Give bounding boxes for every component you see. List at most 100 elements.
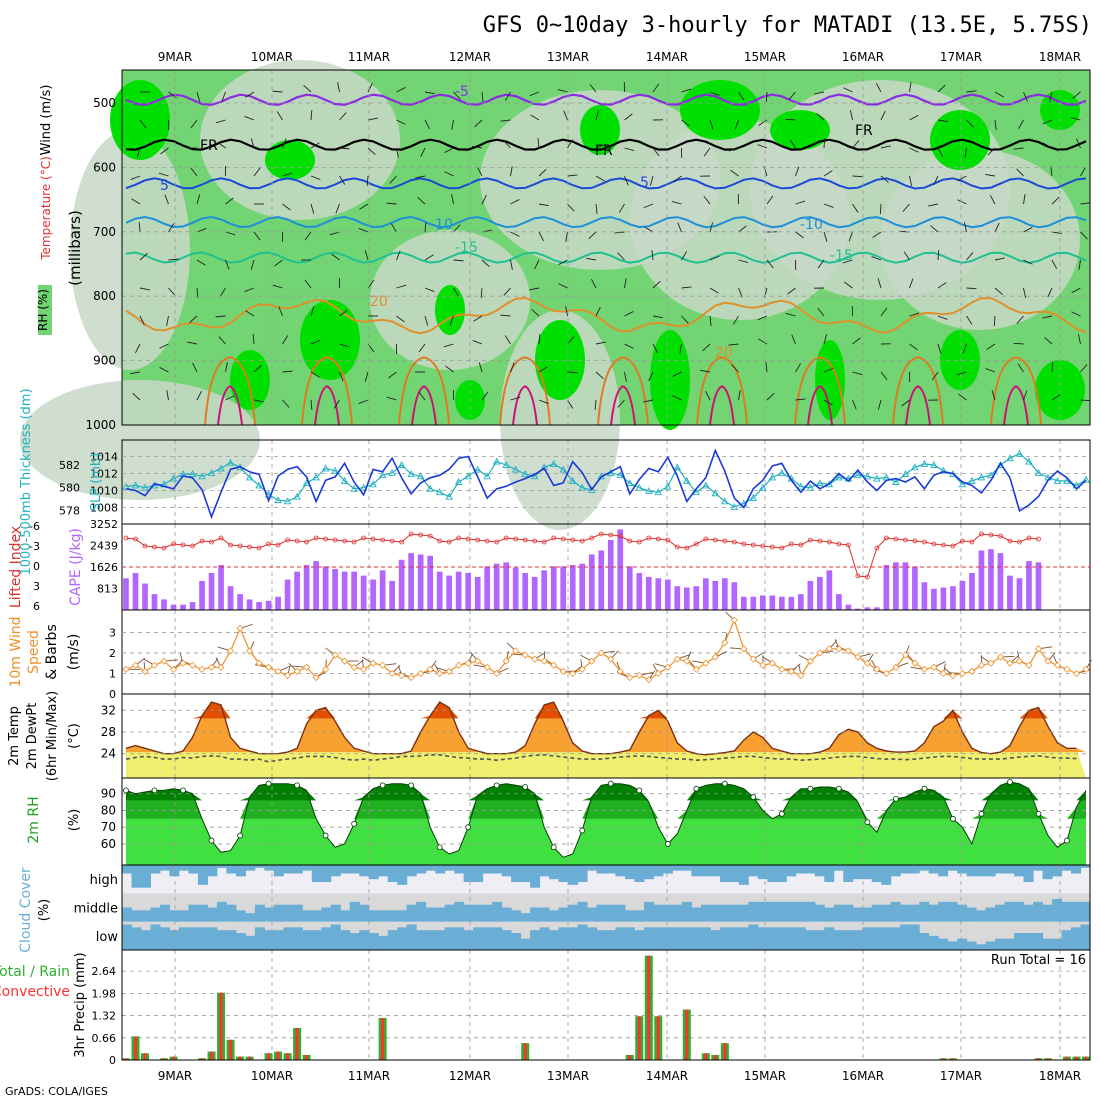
cloud-high-cell <box>615 865 626 877</box>
wind-barb <box>473 315 483 322</box>
cloud-middle-cell <box>928 904 939 922</box>
cape-bar <box>142 583 148 610</box>
thickness-point <box>549 459 558 467</box>
rh-axis-label-unit: (%) <box>67 809 82 832</box>
cloud-low-cell <box>425 930 436 950</box>
cloud-low-cell <box>757 927 768 950</box>
wind-barb <box>329 231 340 236</box>
li-point <box>836 541 842 547</box>
wind-barb <box>339 112 347 121</box>
wind-barb <box>991 390 996 401</box>
cloud-low-cell <box>501 930 512 950</box>
li-point <box>646 535 652 541</box>
wind-barb <box>333 399 340 409</box>
cloud-low-cell <box>321 927 332 950</box>
wind-barb <box>367 117 378 121</box>
thickness-point <box>359 483 368 491</box>
thickness-tick-label: 578 <box>59 504 80 517</box>
thickness-point <box>464 472 472 480</box>
cloud-middle-cell <box>539 907 550 922</box>
rh-legend-label: RH (%) <box>36 289 50 331</box>
wind-barb <box>386 202 397 205</box>
bottom-date-label: 14MAR <box>646 1069 688 1083</box>
cloud-middle-cell <box>900 904 911 922</box>
top-date-label: 17MAR <box>940 50 982 64</box>
wind-barb <box>310 109 313 121</box>
li-point <box>931 541 937 547</box>
wind-barb <box>595 306 601 317</box>
wind-speed-point <box>835 645 843 653</box>
wind-barb <box>652 315 663 319</box>
cape-bar <box>579 563 586 610</box>
pressure-tick-label: 700 <box>93 225 116 239</box>
temp-lobe <box>892 356 944 426</box>
wind-barb <box>757 144 768 149</box>
wind-barb <box>644 226 654 233</box>
cloud-high-cell <box>321 865 332 882</box>
li-point <box>798 542 804 548</box>
cape-bar <box>636 572 643 610</box>
wind-barb <box>795 363 802 373</box>
cloud-low-cell <box>700 927 711 950</box>
cloud-middle-cell <box>710 904 721 922</box>
cloud-middle-cell <box>966 907 977 922</box>
wind-speed-point <box>1034 645 1043 653</box>
cloud-high-cell <box>131 865 142 888</box>
cloud-low-cell <box>397 927 408 950</box>
wind-speed-point <box>664 663 672 671</box>
cloud-middle-cell <box>606 904 616 922</box>
cloud-middle-cell <box>681 901 692 922</box>
cape-bar <box>1026 561 1032 610</box>
precip-axis-label: 3hr Precip (mm) <box>73 952 88 1057</box>
cloud-middle-cell <box>919 901 930 922</box>
cloud-middle-cell <box>197 904 208 922</box>
rh-point <box>294 782 300 789</box>
cloud-low-cell <box>1071 927 1082 950</box>
rh-point <box>522 784 529 790</box>
bottom-date-label: 11MAR <box>348 1069 390 1083</box>
precip-convective-bar <box>647 955 651 1060</box>
cloud-high-cell <box>1042 865 1053 880</box>
wind-barb <box>160 147 169 155</box>
wind-barb <box>677 222 682 233</box>
thickness-point <box>369 480 377 488</box>
li-point <box>589 535 595 541</box>
wind-barb <box>339 309 348 317</box>
cloud-low-cell <box>340 930 351 950</box>
precip-convective-bar <box>723 1043 727 1060</box>
thickness-tick-label: 582 <box>59 459 80 472</box>
wind-barb <box>245 91 255 98</box>
temp-lobe <box>696 356 748 426</box>
cloud-middle-cell <box>264 907 275 922</box>
precip-tick-label: 0.66 <box>92 1032 117 1045</box>
cape-bar <box>436 571 443 610</box>
wind-barb <box>937 343 942 354</box>
wind-barb <box>310 306 315 317</box>
wind-barb <box>681 286 692 289</box>
wind-barb <box>424 91 435 95</box>
cape-bar <box>465 572 472 610</box>
wind-speed-point <box>445 667 453 675</box>
cloud-low-cell <box>568 927 579 950</box>
wind-barb <box>366 175 369 187</box>
cape-bar <box>798 594 804 610</box>
wind-barb <box>903 251 910 261</box>
li-tick-label: -3 <box>29 540 40 553</box>
precip-convective-bar <box>162 1058 166 1060</box>
wind-barb <box>823 334 828 345</box>
cloud-low-cell <box>909 924 920 950</box>
wind-barb <box>880 307 888 317</box>
slp-axis-label: SLP (mb) <box>89 453 104 512</box>
cloud-middle-cell <box>1080 901 1091 922</box>
precip-convective-bar <box>219 992 223 1060</box>
wind-barb <box>681 88 692 93</box>
wind-barb <box>957 175 967 182</box>
wind-barb <box>817 259 825 269</box>
cloud-low-cell <box>530 930 541 950</box>
cloud-low-cell <box>435 930 446 950</box>
cape-bar <box>759 595 766 610</box>
rh-point <box>180 787 186 794</box>
cloud-middle-cell <box>122 907 132 922</box>
thickness-point <box>350 484 358 492</box>
wind-barb <box>709 222 714 233</box>
